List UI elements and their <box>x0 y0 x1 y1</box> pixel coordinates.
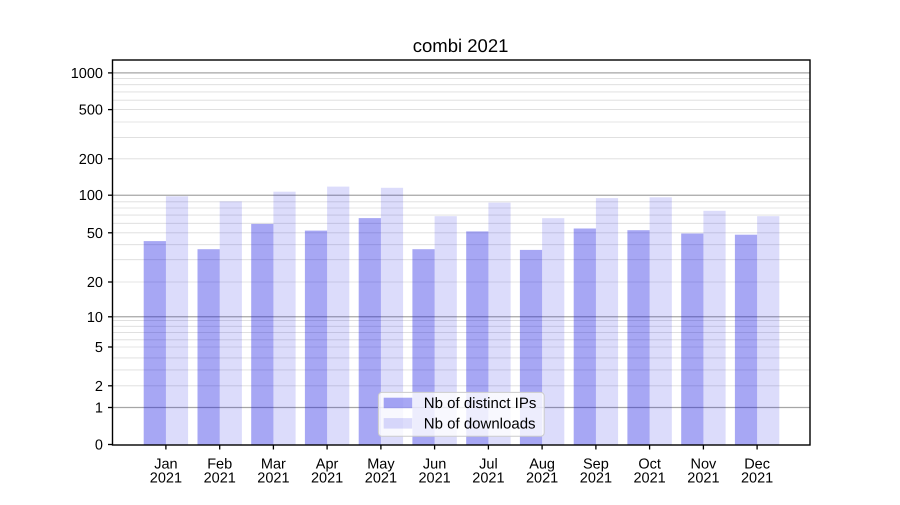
svg-text:Jul: Jul <box>479 456 498 472</box>
svg-text:50: 50 <box>87 226 103 242</box>
svg-text:2021: 2021 <box>472 471 504 487</box>
svg-text:100: 100 <box>79 188 103 204</box>
svg-text:2021: 2021 <box>150 471 182 487</box>
svg-text:2: 2 <box>95 379 103 395</box>
svg-text:Nov: Nov <box>691 456 718 472</box>
svg-text:combi 2021: combi 2021 <box>413 35 509 56</box>
svg-text:200: 200 <box>79 152 103 168</box>
svg-text:2021: 2021 <box>526 471 558 487</box>
svg-text:Jun: Jun <box>423 456 446 472</box>
svg-text:2021: 2021 <box>418 471 450 487</box>
svg-text:Mar: Mar <box>261 456 286 472</box>
svg-text:500: 500 <box>79 103 103 119</box>
svg-text:2021: 2021 <box>365 471 397 487</box>
svg-text:5: 5 <box>95 340 103 356</box>
svg-text:10: 10 <box>87 310 103 326</box>
svg-text:2021: 2021 <box>257 471 289 487</box>
svg-text:2021: 2021 <box>580 471 612 487</box>
svg-text:20: 20 <box>87 275 103 291</box>
svg-text:Apr: Apr <box>316 456 339 472</box>
svg-text:Feb: Feb <box>207 456 232 472</box>
svg-text:2021: 2021 <box>311 471 343 487</box>
svg-text:2021: 2021 <box>687 471 719 487</box>
svg-text:1: 1 <box>95 401 103 417</box>
svg-text:Nb of downloads: Nb of downloads <box>424 416 536 433</box>
svg-text:2021: 2021 <box>633 471 665 487</box>
svg-text:Aug: Aug <box>529 456 555 472</box>
svg-text:Sep: Sep <box>583 456 609 472</box>
svg-text:Dec: Dec <box>744 456 770 472</box>
svg-text:2021: 2021 <box>204 471 236 487</box>
svg-text:2021: 2021 <box>741 471 773 487</box>
svg-text:Oct: Oct <box>638 456 661 472</box>
svg-text:0: 0 <box>95 438 103 454</box>
svg-text:Jan: Jan <box>154 456 177 472</box>
svg-text:May: May <box>367 456 395 472</box>
svg-text:Nb of distinct IPs: Nb of distinct IPs <box>424 395 537 412</box>
svg-text:1000: 1000 <box>71 66 103 82</box>
